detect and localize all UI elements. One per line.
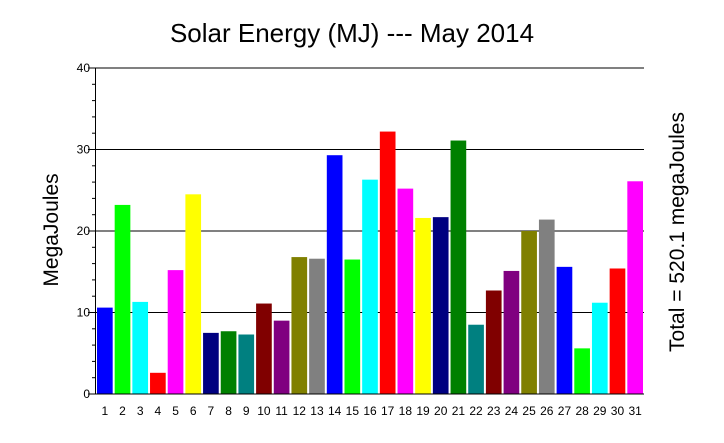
x-tick-label: 16 xyxy=(363,404,377,418)
y-tick-labels: 0 10 20 30 40 xyxy=(77,61,91,401)
bar-day-15 xyxy=(344,259,361,394)
x-tick-label: 11 xyxy=(275,404,288,418)
bar-day-14 xyxy=(326,155,343,394)
bar-day-13 xyxy=(309,258,325,394)
x-tick-label: 24 xyxy=(505,404,519,418)
bar-day-20 xyxy=(432,217,449,394)
bar-day-17 xyxy=(379,131,396,394)
bar-day-26 xyxy=(538,219,555,394)
total-label: Total = 520.1 megaJoules xyxy=(666,112,689,352)
x-tick-label: 25 xyxy=(522,404,536,418)
x-tick-label: 30 xyxy=(611,404,625,418)
x-tick-label: 7 xyxy=(208,404,215,418)
bar-day-1 xyxy=(97,307,113,394)
x-tick-label: 20 xyxy=(434,404,448,418)
bar-day-5 xyxy=(167,270,184,394)
x-tick-label: 27 xyxy=(558,404,572,418)
x-tick-labels: 1 2 3 4 5 6 7 8 9 10 11 12 13 14 15 16 17 18 19 20 21 22 23 24 2… xyxy=(101,404,642,418)
bars xyxy=(97,131,643,394)
x-tick-label: 5 xyxy=(172,404,179,418)
y-tick-label: 30 xyxy=(77,143,91,157)
bar-day-9 xyxy=(238,334,255,394)
x-tick-label: 4 xyxy=(155,404,162,418)
y-tick-label: 20 xyxy=(77,224,91,238)
x-tick-label: 10 xyxy=(257,404,271,418)
bar-day-4 xyxy=(150,372,166,394)
bar-day-11 xyxy=(273,320,290,394)
bar-day-3 xyxy=(132,301,149,394)
bar-day-31 xyxy=(627,181,643,394)
x-tick-label: 31 xyxy=(628,404,642,418)
x-tick-label: 23 xyxy=(487,404,501,418)
bar-day-19 xyxy=(415,217,431,394)
x-tick-label: 6 xyxy=(190,404,197,418)
y-tick-label: 40 xyxy=(77,61,91,75)
bar-day-10 xyxy=(256,303,272,394)
bar-day-22 xyxy=(468,324,484,394)
bar-day-18 xyxy=(397,188,414,394)
x-tick-label: 19 xyxy=(416,404,430,418)
x-tick-label: 17 xyxy=(381,404,395,418)
x-tick-label: 8 xyxy=(225,404,232,418)
bar-day-2 xyxy=(114,204,131,394)
x-tick-label: 3 xyxy=(137,404,144,418)
bar-day-7 xyxy=(203,332,219,394)
bar-day-24 xyxy=(503,270,520,394)
x-tick-label: 21 xyxy=(452,404,466,418)
y-tick-label: 0 xyxy=(83,387,90,401)
bar-day-8 xyxy=(220,331,237,394)
y-tick-label: 10 xyxy=(77,306,91,320)
bar-day-29 xyxy=(591,302,608,394)
x-tick-label: 1 xyxy=(101,404,108,418)
x-tick-label: 26 xyxy=(540,404,554,418)
x-tick-label: 29 xyxy=(593,404,607,418)
bar-day-16 xyxy=(362,179,378,394)
x-tick-label: 9 xyxy=(243,404,250,418)
x-tick-label: 18 xyxy=(399,404,413,418)
bar-day-28 xyxy=(574,348,590,394)
bar-day-23 xyxy=(485,290,502,394)
bar-day-27 xyxy=(556,266,573,394)
bar-day-21 xyxy=(450,140,467,394)
x-tick-label: 14 xyxy=(328,404,342,418)
x-tick-label: 22 xyxy=(469,404,483,418)
y-axis xyxy=(88,67,644,395)
bar-day-12 xyxy=(291,257,308,394)
x-tick-label: 2 xyxy=(119,404,126,418)
x-tick-label: 12 xyxy=(293,404,307,418)
x-tick-label: 15 xyxy=(346,404,360,418)
chart-title: Solar Energy (MJ) --- May 2014 xyxy=(170,18,534,48)
bar-day-30 xyxy=(609,268,626,394)
x-tick-label: 28 xyxy=(575,404,589,418)
y-axis-label: MegaJoules xyxy=(40,173,63,286)
bar-day-25 xyxy=(521,231,537,394)
x-tick-label: 13 xyxy=(310,404,324,418)
bar-day-6 xyxy=(185,194,202,394)
